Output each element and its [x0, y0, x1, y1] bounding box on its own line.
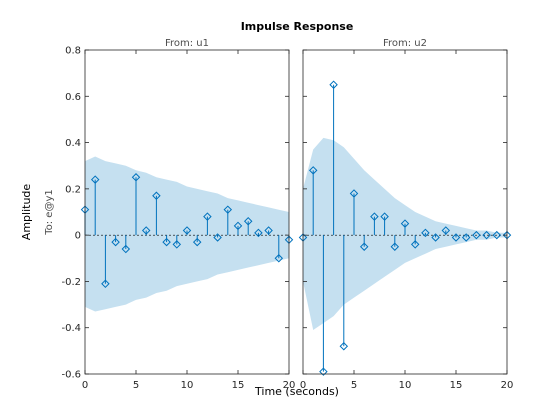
stem-marker	[390, 242, 400, 251]
stem-marker	[380, 212, 389, 221]
panels-layer: 0 5 10 15 20 -0.6 -0.4 -0.2 0 0.2 0.4 0.6 0.8 From: u…	[61, 38, 513, 391]
y-tick-label: -0.2	[61, 277, 81, 288]
stem-marker	[80, 205, 90, 214]
y-tick-label: 0.2	[65, 184, 81, 195]
stem-marker	[359, 242, 369, 251]
stem-marker	[370, 212, 379, 221]
stem-marker	[461, 233, 471, 242]
y-tick-label: 0.4	[65, 138, 81, 149]
stem-marker	[111, 237, 120, 247]
stem-marker	[410, 240, 420, 249]
x-tick-label: 20	[283, 380, 296, 391]
x-tick-label: 0	[300, 380, 306, 391]
stem-marker	[141, 226, 151, 235]
x-tick-label: 5	[133, 380, 139, 391]
stem-marker	[152, 191, 161, 201]
stem-marker	[182, 226, 192, 235]
stem-marker	[349, 189, 359, 198]
stem-marker	[90, 175, 100, 184]
y-axis-label: Amplitude	[20, 184, 33, 241]
stem-marker	[472, 230, 481, 240]
panel-subtitle: From: u2	[383, 38, 427, 49]
stem-marker	[431, 233, 440, 242]
stem-marker	[308, 166, 318, 175]
stem-marker	[192, 237, 202, 247]
stem-marker	[492, 230, 502, 240]
x-tick-label: 0	[82, 380, 88, 391]
panel-subtitle: From: u1	[165, 38, 209, 49]
stem-marker	[451, 233, 461, 242]
x-tick-label: 15	[450, 380, 463, 391]
stem-marker	[400, 219, 410, 228]
stem-marker	[284, 235, 294, 245]
y-tick-label: -0.4	[61, 323, 81, 334]
x-tick-label: 10	[181, 380, 194, 391]
stem-marker	[254, 228, 263, 238]
x-tick-label: 5	[351, 380, 357, 391]
stem-marker	[223, 205, 233, 214]
y-tick-label: 0.6	[65, 92, 81, 103]
x-tick-label: 20	[501, 380, 514, 391]
panel-2: 0 5 10 15 20 From: u2	[298, 38, 514, 391]
stem-marker	[264, 226, 273, 235]
row-label: To: e@y1	[44, 189, 55, 236]
y-tick-label: 0	[75, 231, 81, 242]
x-axis-label: Time (seconds)	[254, 385, 339, 398]
stem-marker	[203, 212, 212, 221]
stem-marker	[243, 217, 253, 226]
stem-marker	[441, 226, 451, 235]
stem-marker	[274, 254, 284, 263]
y-tick-label: 0.8	[65, 46, 81, 57]
stem-marker	[329, 80, 338, 89]
stem-marker	[101, 279, 110, 288]
stem-marker	[502, 230, 512, 240]
stem-marker	[339, 341, 349, 351]
stem-marker	[482, 230, 491, 240]
chart-title: Impulse Response	[241, 20, 354, 33]
stem-marker	[421, 228, 430, 238]
stem-marker	[162, 237, 171, 247]
x-tick-label: 15	[232, 380, 245, 391]
stem-marker	[213, 233, 222, 242]
x-tick-label: 10	[399, 380, 412, 391]
stem-marker	[131, 173, 141, 182]
stem-marker	[121, 244, 131, 254]
stem-marker	[319, 367, 328, 376]
stem-marker	[233, 221, 243, 231]
stem-marker	[298, 233, 308, 242]
panel-1: 0 5 10 15 20 -0.6 -0.4 -0.2 0 0.2 0.4 0.6 0.8 From: u…	[61, 38, 295, 391]
y-tick-label: -0.6	[61, 370, 81, 381]
stem-marker	[172, 240, 182, 249]
